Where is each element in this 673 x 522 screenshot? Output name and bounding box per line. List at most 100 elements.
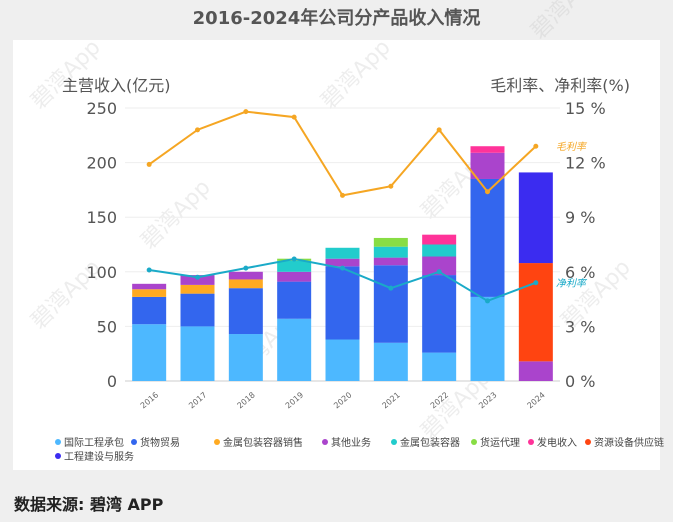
- line-point: [388, 285, 394, 291]
- x-tick-label: 2020: [332, 390, 353, 410]
- bar-segment: [277, 271, 312, 282]
- line-point: [146, 267, 152, 273]
- y-left-axis-title: 主营收入(亿元): [62, 76, 171, 95]
- watermark-2: 碧湾App: [527, 0, 606, 44]
- bar-segment: [132, 289, 167, 297]
- line-point: [146, 161, 152, 167]
- bar-segment: [325, 266, 360, 340]
- x-tick-label: 2021: [380, 390, 401, 410]
- bar-segment: [373, 265, 408, 343]
- bar-segment: [325, 247, 360, 259]
- line-point: [243, 109, 249, 115]
- bar-segment: [422, 244, 457, 257]
- line-point: [485, 189, 490, 195]
- bar-segment: [228, 288, 263, 335]
- line-point: [195, 127, 200, 133]
- line-point: [436, 269, 442, 275]
- bar-segment: [518, 172, 553, 264]
- line-point: [243, 265, 249, 271]
- data-source: 数据来源: 碧湾 APP: [14, 495, 164, 514]
- y-right-axis-title: 毛利率、净利率(%): [490, 76, 630, 95]
- y-left-tick: 200: [86, 154, 117, 173]
- legend-label: 工程建设与服务: [64, 450, 134, 463]
- bar-segment: [132, 283, 167, 290]
- x-tick-label: 2019: [284, 390, 305, 410]
- line-label: 毛利率: [556, 141, 588, 153]
- bar-segment: [325, 339, 360, 381]
- bar-segment: [373, 246, 408, 258]
- line-point: [291, 256, 297, 262]
- line-point: [340, 192, 345, 198]
- line-point: [340, 265, 345, 271]
- bar-segment: [373, 257, 408, 266]
- bar-segment: [132, 296, 167, 325]
- legend-marker: [214, 439, 220, 445]
- y-right-tick: 15 %: [565, 99, 606, 118]
- bar-segment: [180, 293, 215, 327]
- bar-segment: [325, 258, 360, 267]
- bar-segment: [228, 271, 263, 280]
- line-label: 净利率: [556, 278, 588, 290]
- line-point: [533, 280, 539, 286]
- bar-segment: [518, 361, 553, 381]
- legend-marker: [55, 453, 61, 459]
- line-point: [436, 127, 442, 133]
- bar-segment: [518, 263, 553, 362]
- legend-marker: [391, 439, 397, 445]
- bar-segment: [422, 234, 457, 245]
- line-point: [195, 274, 200, 280]
- y-left-tick: 100: [86, 263, 117, 282]
- legend-label: 金属包装容器: [400, 436, 460, 449]
- bar-segment: [470, 146, 505, 153]
- bar-segment: [422, 352, 457, 381]
- y-right-tick: 12 %: [565, 154, 606, 173]
- bar-segment: [470, 296, 505, 381]
- bar-segment: [180, 326, 215, 381]
- chart-title: 2016-2024年公司分产品收入情况: [192, 8, 481, 29]
- bar-segment: [470, 178, 505, 297]
- y-left-tick: 250: [86, 99, 117, 118]
- y-left-tick: 150: [86, 208, 117, 227]
- bar-segment: [470, 152, 505, 179]
- bar-segment: [180, 284, 215, 294]
- y-right-tick: 3 %: [565, 317, 595, 336]
- bar-segment: [277, 318, 312, 381]
- legend-label: 其他业务: [331, 436, 371, 449]
- bar-segment: [180, 275, 215, 285]
- y-right-tick: 6 %: [565, 263, 595, 282]
- bar-segment: [422, 275, 457, 353]
- bar-segment: [277, 260, 312, 272]
- x-tick-label: 2018: [235, 390, 256, 410]
- bar-segment: [373, 342, 408, 381]
- legend-label: 国际工程承包: [64, 436, 124, 449]
- bar-segment: [228, 334, 263, 381]
- legend-label: 货运代理: [480, 436, 520, 449]
- legend-marker: [322, 439, 328, 445]
- x-tick-label: 2024: [525, 390, 546, 410]
- bar-segment: [373, 237, 408, 247]
- legend-marker: [585, 439, 591, 445]
- line-point: [485, 298, 490, 304]
- bar-segment: [228, 279, 263, 289]
- bar-segment: [132, 324, 167, 381]
- bar-segment: [422, 256, 457, 276]
- legend-marker: [55, 439, 61, 445]
- x-tick-label: 2016: [139, 390, 160, 410]
- line-point: [533, 143, 539, 149]
- watermark-3: 碧湾App: [137, 175, 216, 254]
- x-tick-label: 2017: [187, 390, 208, 410]
- legend-label: 货物贸易: [140, 436, 180, 449]
- bar-segment: [277, 281, 312, 319]
- legend-label: 资源设备供应链: [594, 436, 664, 449]
- legend-label: 发电收入: [537, 436, 577, 449]
- legend-label: 金属包装容器销售: [223, 436, 303, 449]
- line-point: [291, 114, 297, 120]
- watermark-1: 碧湾App: [317, 35, 396, 114]
- legend-marker: [471, 439, 477, 445]
- legend-marker: [131, 439, 137, 445]
- legend-marker: [528, 439, 534, 445]
- y-left-tick: 0: [107, 372, 117, 391]
- y-left-tick: 50: [97, 317, 117, 336]
- y-right-tick: 9 %: [565, 208, 595, 227]
